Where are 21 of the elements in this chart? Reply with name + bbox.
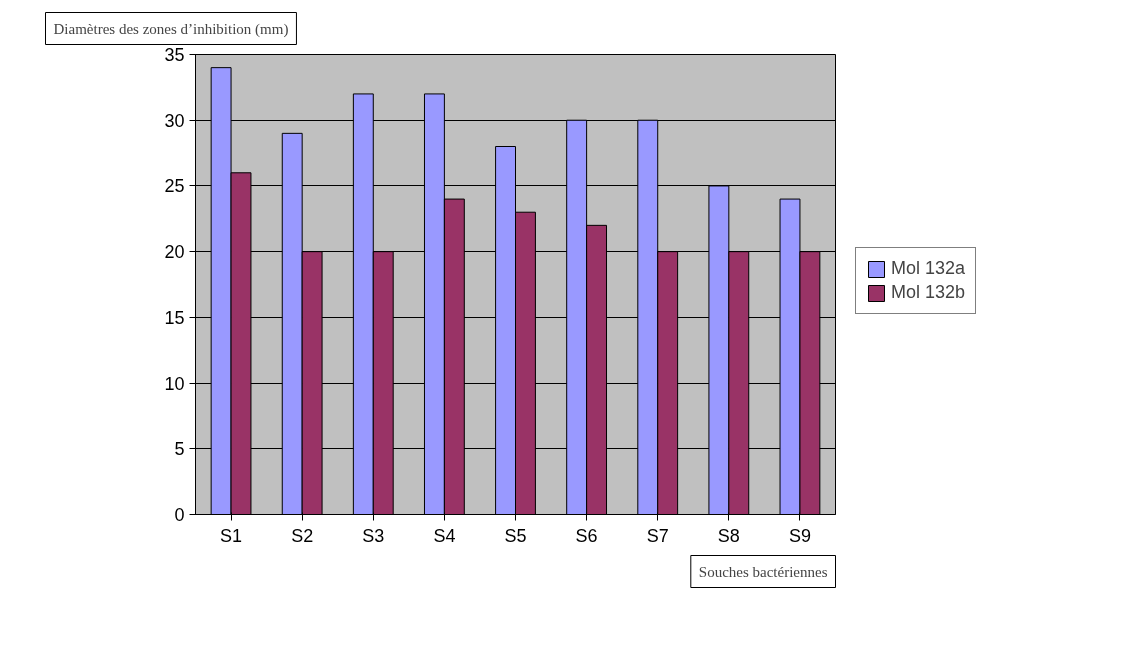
x-tick-label: S4 <box>433 525 456 546</box>
y-tick-label: 0 <box>174 505 185 525</box>
x-tick-label: S7 <box>646 525 669 546</box>
x-tick-label: S1 <box>220 525 243 546</box>
x-tick-label: S9 <box>788 525 811 546</box>
x-tick-label: S5 <box>504 525 527 546</box>
y-tick-label: 15 <box>164 307 185 328</box>
y-tick-label: 25 <box>164 176 185 197</box>
x-tick-label: S2 <box>291 525 314 546</box>
y-tick-label: 5 <box>174 439 185 460</box>
x-tick-label: S6 <box>575 525 598 546</box>
x-tick-label: S8 <box>717 525 740 546</box>
y-tick-label: 10 <box>164 373 185 394</box>
y-tick-label: 35 <box>164 45 185 65</box>
legend-label: Mol 132b <box>891 282 966 303</box>
y-tick-label: 30 <box>164 110 185 131</box>
x-axis-title: Souches bactériennes <box>698 563 828 580</box>
x-tick-label: S3 <box>362 525 385 546</box>
y-axis-title: Diamètres des zones d’inhibition (mm) <box>53 20 289 38</box>
legend-label: Mol 132a <box>891 258 966 279</box>
y-tick-label: 20 <box>164 242 185 263</box>
